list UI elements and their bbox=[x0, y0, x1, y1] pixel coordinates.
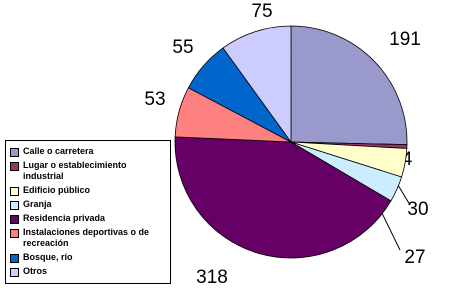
legend-label: Lugar o establecimiento industrial bbox=[23, 160, 127, 181]
legend: Calle o carretera Lugar o establecimiento… bbox=[5, 140, 171, 284]
value-label: 55 bbox=[172, 37, 193, 58]
legend-swatch bbox=[10, 148, 19, 157]
legend-item: Instalaciones deportivas o de recreación bbox=[8, 227, 168, 249]
value-label: 191 bbox=[389, 29, 421, 50]
legend-item: Calle o carretera bbox=[8, 146, 168, 157]
legend-swatch bbox=[10, 268, 19, 277]
legend-label: Calle o carretera bbox=[23, 146, 94, 156]
value-label: 318 bbox=[196, 267, 228, 288]
value-label: 75 bbox=[251, 1, 272, 22]
legend-item: Lugar o establecimiento industrial bbox=[8, 160, 168, 182]
legend-label: Instalaciones deportivas o de recreación bbox=[23, 227, 150, 248]
value-label: 4 bbox=[402, 149, 413, 170]
legend-item: Edificio público bbox=[8, 185, 168, 196]
legend-label: Bosque, río bbox=[23, 252, 73, 262]
legend-swatch bbox=[10, 229, 19, 238]
legend-label: Edificio público bbox=[23, 185, 90, 195]
legend-swatch bbox=[10, 215, 19, 224]
value-label: 30 bbox=[407, 199, 428, 220]
pie-slice bbox=[222, 25, 292, 144]
legend-item: Residencia privada bbox=[8, 213, 168, 224]
legend-label: Residencia privada bbox=[23, 213, 106, 223]
legend-label: Granja bbox=[23, 199, 52, 209]
value-label: 53 bbox=[144, 89, 165, 110]
legend-label: Otros bbox=[23, 266, 48, 276]
legend-item: Bosque, río bbox=[8, 252, 168, 263]
legend-swatch bbox=[10, 201, 19, 210]
legend-item: Otros bbox=[8, 266, 168, 277]
legend-swatch bbox=[10, 187, 19, 196]
pie-slice bbox=[290, 25, 408, 146]
value-label: 27 bbox=[404, 247, 425, 268]
pie-slice bbox=[174, 136, 392, 259]
legend-item: Granja bbox=[8, 199, 168, 210]
legend-swatch bbox=[10, 162, 19, 171]
legend-swatch bbox=[10, 254, 19, 263]
